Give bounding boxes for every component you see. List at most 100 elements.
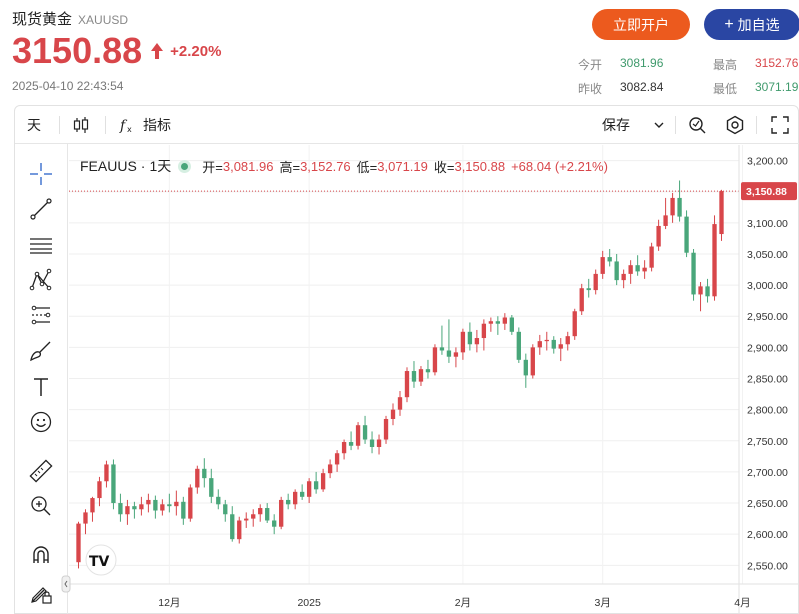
y-tick-label: 2,600.00: [747, 529, 788, 541]
y-tick-label: 2,850.00: [747, 374, 788, 386]
candle: [593, 269, 598, 295]
candle: [460, 328, 466, 360]
candle: [146, 493, 151, 513]
candle: [83, 509, 88, 535]
text-tool[interactable]: [28, 374, 54, 400]
last-price-label: 3,150.88: [746, 186, 787, 198]
indicators-button[interactable]: f x 指标: [119, 106, 171, 144]
tradingview-logo: TV: [85, 544, 117, 576]
fullscreen-button[interactable]: [771, 106, 789, 144]
candle: [237, 516, 242, 544]
candle-body: [132, 506, 137, 510]
quick-search-button[interactable]: [687, 106, 707, 144]
magnet-tool[interactable]: [28, 542, 54, 568]
save-label: 保存: [602, 117, 630, 133]
measure-tool[interactable]: [28, 458, 54, 484]
ruler-icon: [29, 459, 53, 483]
instrument-title: 现货黄金 XAUUSD: [12, 8, 128, 29]
trendline-tool[interactable]: [28, 196, 54, 222]
candle-body: [76, 523, 81, 563]
candle: [286, 493, 291, 510]
candle-body: [446, 350, 452, 357]
candle: [446, 319, 452, 363]
x-tick-label: 4月: [734, 597, 750, 609]
drawing-toolbar: [15, 144, 68, 614]
candle-body: [425, 369, 431, 373]
candle-body: [348, 442, 354, 446]
candle-body: [502, 317, 508, 324]
candle: [670, 192, 675, 223]
candle: [551, 336, 556, 354]
zoom-tool[interactable]: [28, 493, 54, 519]
plus-icon: +: [724, 15, 734, 33]
add-watchlist-button[interactable]: + 加自选: [704, 9, 799, 40]
candle: [279, 496, 284, 530]
settings-button[interactable]: [725, 106, 745, 144]
legend-change-value: +68.04 (+2.21%): [511, 158, 608, 174]
candle: [425, 359, 431, 379]
toolbar-divider: [675, 116, 676, 134]
horizontal-lines-icon: [30, 238, 52, 254]
fib-tool[interactable]: [28, 232, 54, 258]
save-dropdown[interactable]: 保存: [602, 106, 666, 144]
candle-body: [579, 288, 584, 312]
candle: [76, 521, 81, 569]
legend-close-value: 3,150.88: [454, 158, 506, 174]
collapse-handle[interactable]: [61, 575, 71, 593]
candle-body: [90, 498, 95, 513]
open-account-button[interactable]: 立即开户: [592, 9, 690, 40]
candlestick-series: [76, 180, 724, 569]
candle: [174, 490, 179, 516]
candle: [656, 219, 661, 251]
candle: [306, 478, 312, 504]
brush-tool[interactable]: [28, 338, 54, 364]
candle: [642, 260, 647, 279]
pattern-tool[interactable]: [28, 267, 54, 293]
emoji-tool[interactable]: [28, 409, 54, 435]
candle-body: [530, 347, 535, 376]
forecast-tool[interactable]: [28, 302, 54, 328]
crosshair-tool[interactable]: [28, 161, 54, 187]
candle: [698, 281, 703, 312]
candle: [418, 366, 424, 386]
lock-drawings-tool[interactable]: [28, 580, 54, 606]
candle-style-button[interactable]: [72, 106, 90, 144]
candle: [544, 331, 549, 351]
last-price-badge: [741, 182, 797, 201]
candle: [516, 327, 521, 363]
candle: [153, 495, 158, 519]
candle: [223, 499, 228, 522]
candle: [537, 334, 542, 355]
candle: [614, 253, 619, 286]
candle-body: [125, 506, 130, 515]
candle-body: [572, 311, 577, 337]
open-account-label: 立即开户: [613, 16, 669, 33]
add-watchlist-label: 加自选: [737, 16, 780, 33]
candle: [677, 180, 682, 222]
candle: [341, 439, 347, 460]
candle-body: [341, 442, 347, 454]
candle-body: [593, 273, 598, 291]
candle-body: [160, 504, 165, 511]
candle-body: [481, 323, 487, 339]
price-chart[interactable]: 3,200.003,150.003,100.003,050.003,000.00…: [15, 106, 799, 614]
interval-label: 天: [27, 117, 41, 133]
candle-body: [251, 514, 256, 519]
candle: [348, 431, 354, 451]
candle-body: [174, 501, 179, 507]
candle-body: [376, 439, 382, 448]
candle-body: [286, 499, 291, 505]
candle: [195, 465, 200, 494]
candle-body: [418, 369, 424, 382]
candle-body: [467, 331, 473, 345]
low-label: 最低: [713, 82, 738, 96]
candle-body: [509, 317, 514, 332]
candle: [265, 503, 270, 523]
candlestick-icon: [73, 117, 89, 133]
legend-open-label: 开=: [202, 159, 223, 175]
candle: [579, 283, 584, 315]
candle: [649, 242, 654, 272]
interval-selector[interactable]: 天: [27, 106, 41, 144]
price-axis: 3,200.003,150.003,100.003,050.003,000.00…: [738, 145, 797, 614]
candle-body: [188, 487, 193, 519]
